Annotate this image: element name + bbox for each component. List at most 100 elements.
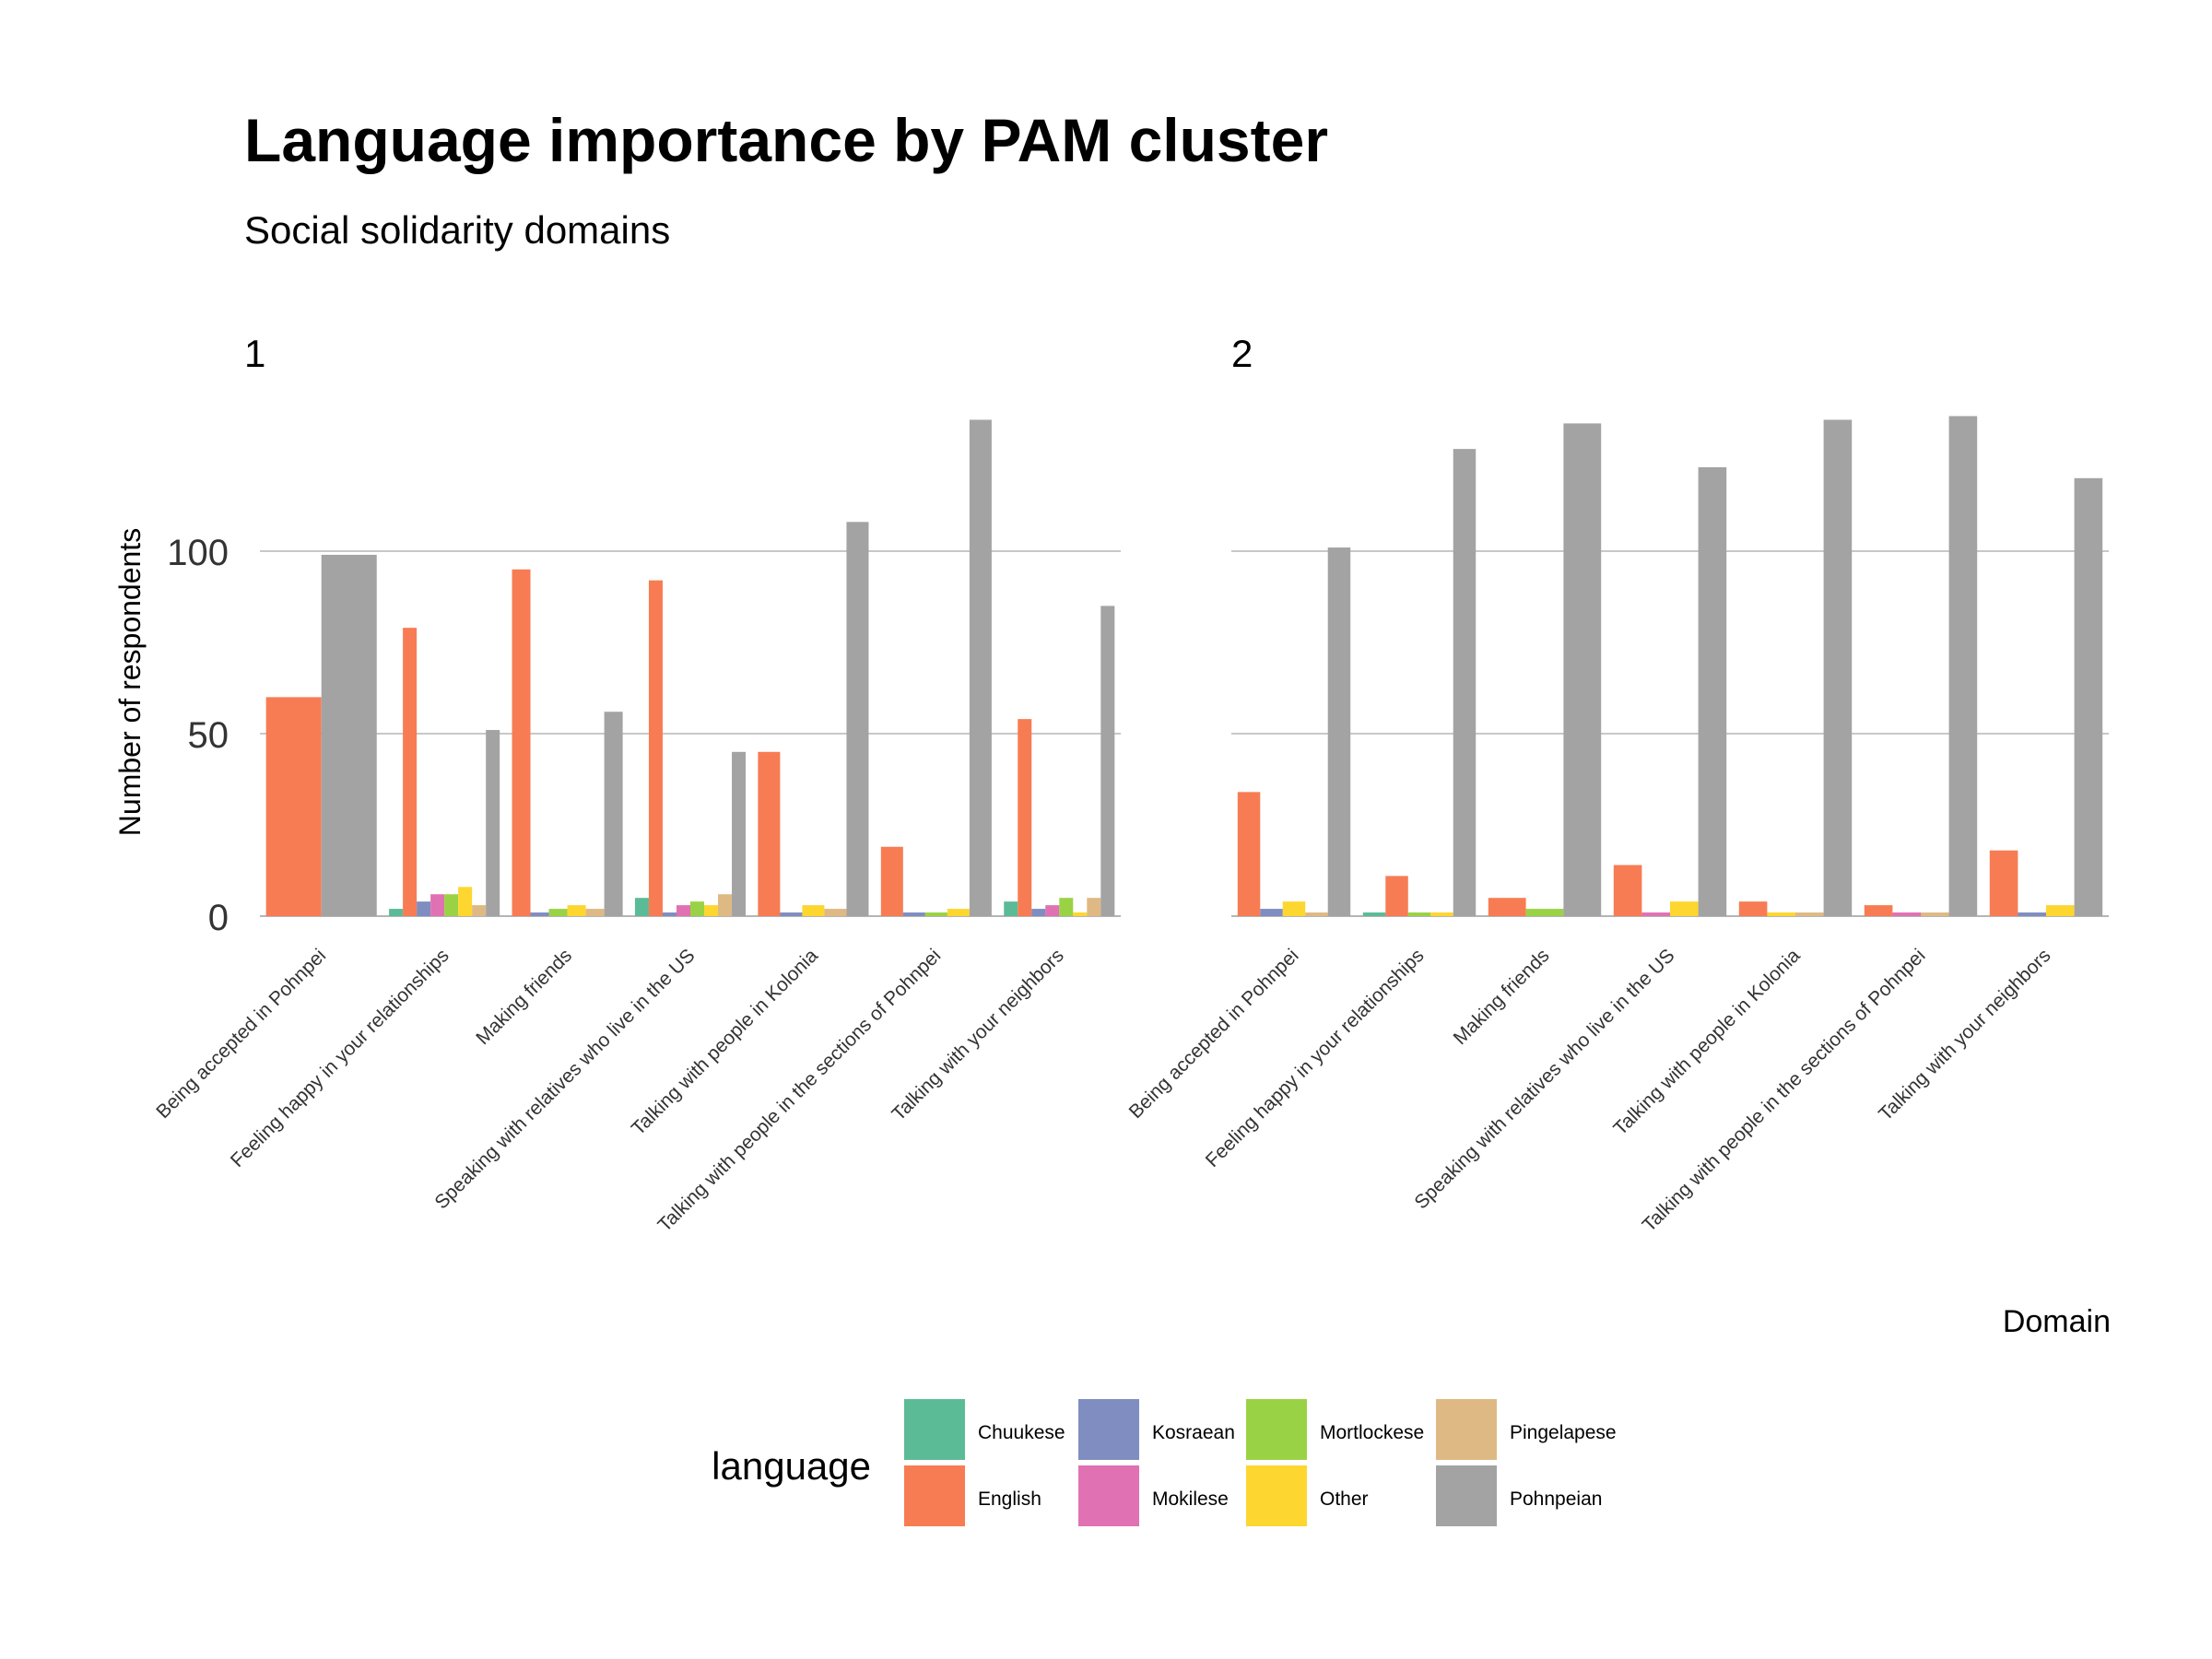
bar-chuukese bbox=[1004, 901, 1018, 916]
legend-item-chuukese: Chuukese bbox=[904, 1399, 1065, 1460]
bar-other bbox=[947, 909, 970, 916]
x-tick-label: Speaking with relatives who live in the … bbox=[1410, 945, 1678, 1213]
bar-pohnpeian bbox=[732, 751, 747, 916]
chart-subtitle: Social solidarity domains bbox=[244, 208, 670, 252]
bar-mortlockese bbox=[1525, 909, 1564, 916]
legend-item-pohnpeian: Pohnpeian bbox=[1436, 1465, 1602, 1526]
bar-mortlockese bbox=[690, 901, 705, 916]
bar-pohnpeian bbox=[1327, 547, 1351, 916]
legend-key bbox=[904, 1399, 965, 1460]
legend-key bbox=[904, 1465, 965, 1526]
y-tick-label: 50 bbox=[188, 715, 229, 756]
legend-label: Mokilese bbox=[1152, 1488, 1229, 1510]
bar-group-feeling-happy-in-your-relationships bbox=[1362, 449, 1477, 916]
bar-pohnpeian bbox=[1100, 606, 1115, 916]
legend-item-mortlockese: Mortlockese bbox=[1246, 1399, 1424, 1460]
legend-key bbox=[1246, 1465, 1307, 1526]
bar-pohnpeian bbox=[486, 730, 500, 916]
legend-title: language bbox=[712, 1444, 871, 1488]
bar-group-being-accepted-in-pohnpei bbox=[1237, 547, 1351, 916]
bar-other bbox=[567, 905, 586, 916]
bar-other bbox=[458, 887, 473, 916]
legend-item-mokilese: Mokilese bbox=[1078, 1465, 1229, 1526]
bar-kosraean bbox=[417, 901, 431, 916]
bar-english bbox=[648, 580, 663, 916]
bar-group-speaking-with-relatives-who-live-in-the-us bbox=[634, 580, 747, 916]
bar-mortlockese bbox=[444, 894, 459, 916]
bar-pohnpeian bbox=[1948, 416, 1978, 917]
bar-other bbox=[704, 905, 719, 916]
bar-group-talking-with-your-neighbors bbox=[1004, 606, 1115, 916]
bar-kosraean bbox=[2018, 912, 2046, 916]
legend-key bbox=[1436, 1465, 1497, 1526]
bar-english bbox=[1488, 898, 1526, 916]
bar-kosraean bbox=[662, 912, 677, 916]
bar-pingelapese bbox=[824, 909, 847, 916]
bar-english bbox=[1738, 901, 1768, 916]
bar-group-talking-with-people-in-kolonia bbox=[1738, 419, 1853, 916]
bar-chuukese bbox=[634, 898, 649, 916]
bar-other bbox=[2046, 905, 2075, 916]
bar-mortlockese bbox=[1059, 898, 1074, 916]
bar-group-talking-with-people-in-the-sections-of-pohnpei bbox=[880, 419, 992, 916]
bar-group-being-accepted-in-pohnpei bbox=[265, 554, 377, 916]
bar-mokilese bbox=[1045, 905, 1060, 916]
legend-key bbox=[1246, 1399, 1307, 1460]
bar-group-feeling-happy-in-your-relationships bbox=[389, 628, 500, 916]
bar-mokilese bbox=[676, 905, 690, 916]
bar-pingelapese bbox=[1795, 912, 1824, 916]
bar-english bbox=[265, 697, 322, 916]
legend-key bbox=[1436, 1399, 1497, 1460]
bar-other bbox=[802, 905, 825, 916]
bar-english bbox=[1237, 792, 1261, 916]
bar-pohnpeian bbox=[1453, 449, 1477, 916]
legend-label: English bbox=[978, 1488, 1041, 1510]
x-tick-label: Making friends bbox=[1450, 945, 1554, 1049]
bar-english bbox=[403, 628, 418, 916]
legend-label: Pohnpeian bbox=[1510, 1488, 1602, 1510]
panel-label: 2 bbox=[1231, 332, 1253, 375]
bar-pohnpeian bbox=[604, 712, 623, 916]
bar-chuukese bbox=[389, 909, 404, 916]
legend-label: Other bbox=[1320, 1488, 1369, 1510]
legend: Chuukese English Kosraean Mokilese Mortlocke… bbox=[904, 1399, 1617, 1526]
bar-other bbox=[1282, 901, 1306, 916]
x-axis-label: Domain bbox=[2003, 1304, 2111, 1339]
bar-pohnpeian bbox=[1563, 423, 1602, 916]
bar-english bbox=[880, 846, 903, 916]
bar-group-speaking-with-relatives-who-live-in-the-us bbox=[1613, 466, 1727, 916]
bar-mokilese bbox=[430, 894, 445, 916]
bar-pingelapese bbox=[1921, 912, 1949, 916]
bar-mortlockese bbox=[924, 912, 947, 916]
bar-pohnpeian bbox=[2074, 477, 2103, 916]
bar-group-talking-with-people-in-the-sections-of-pohnpei bbox=[1864, 416, 1978, 917]
bar-english bbox=[1989, 850, 2018, 916]
x-tick-label: Talking with people in the sections of P… bbox=[1639, 945, 1930, 1236]
x-tick-label: Speaking with relatives who live in the … bbox=[430, 945, 699, 1213]
legend-item-kosraean: Kosraean bbox=[1078, 1399, 1235, 1460]
bar-other bbox=[1670, 901, 1699, 916]
legend-key bbox=[1078, 1399, 1139, 1460]
bar-pohnpeian bbox=[846, 522, 869, 916]
bar-other bbox=[1430, 912, 1453, 916]
bar-pingelapese bbox=[585, 909, 605, 916]
y-tick-label: 0 bbox=[208, 898, 229, 938]
bar-group-making-friends bbox=[512, 569, 623, 916]
bar-mortlockese bbox=[548, 909, 568, 916]
legend-label: Chuukese bbox=[978, 1422, 1065, 1443]
legend-item-other: Other bbox=[1246, 1465, 1369, 1526]
bar-pohnpeian bbox=[1823, 419, 1853, 916]
bar-mokilese bbox=[1641, 912, 1670, 916]
bar-pingelapese bbox=[718, 894, 733, 916]
chart-title: Language importance by PAM cluster bbox=[244, 106, 1328, 174]
bar-mokilese bbox=[1892, 912, 1921, 916]
legend-label: Mortlockese bbox=[1320, 1422, 1424, 1443]
x-tick-label: Feeling happy in your relationships bbox=[227, 945, 453, 1171]
bar-english bbox=[1018, 719, 1032, 916]
x-tick-label: Feeling happy in your relationships bbox=[1202, 945, 1429, 1171]
legend-item-pingelapese: Pingelapese bbox=[1436, 1399, 1617, 1460]
bar-pingelapese bbox=[1305, 912, 1328, 916]
